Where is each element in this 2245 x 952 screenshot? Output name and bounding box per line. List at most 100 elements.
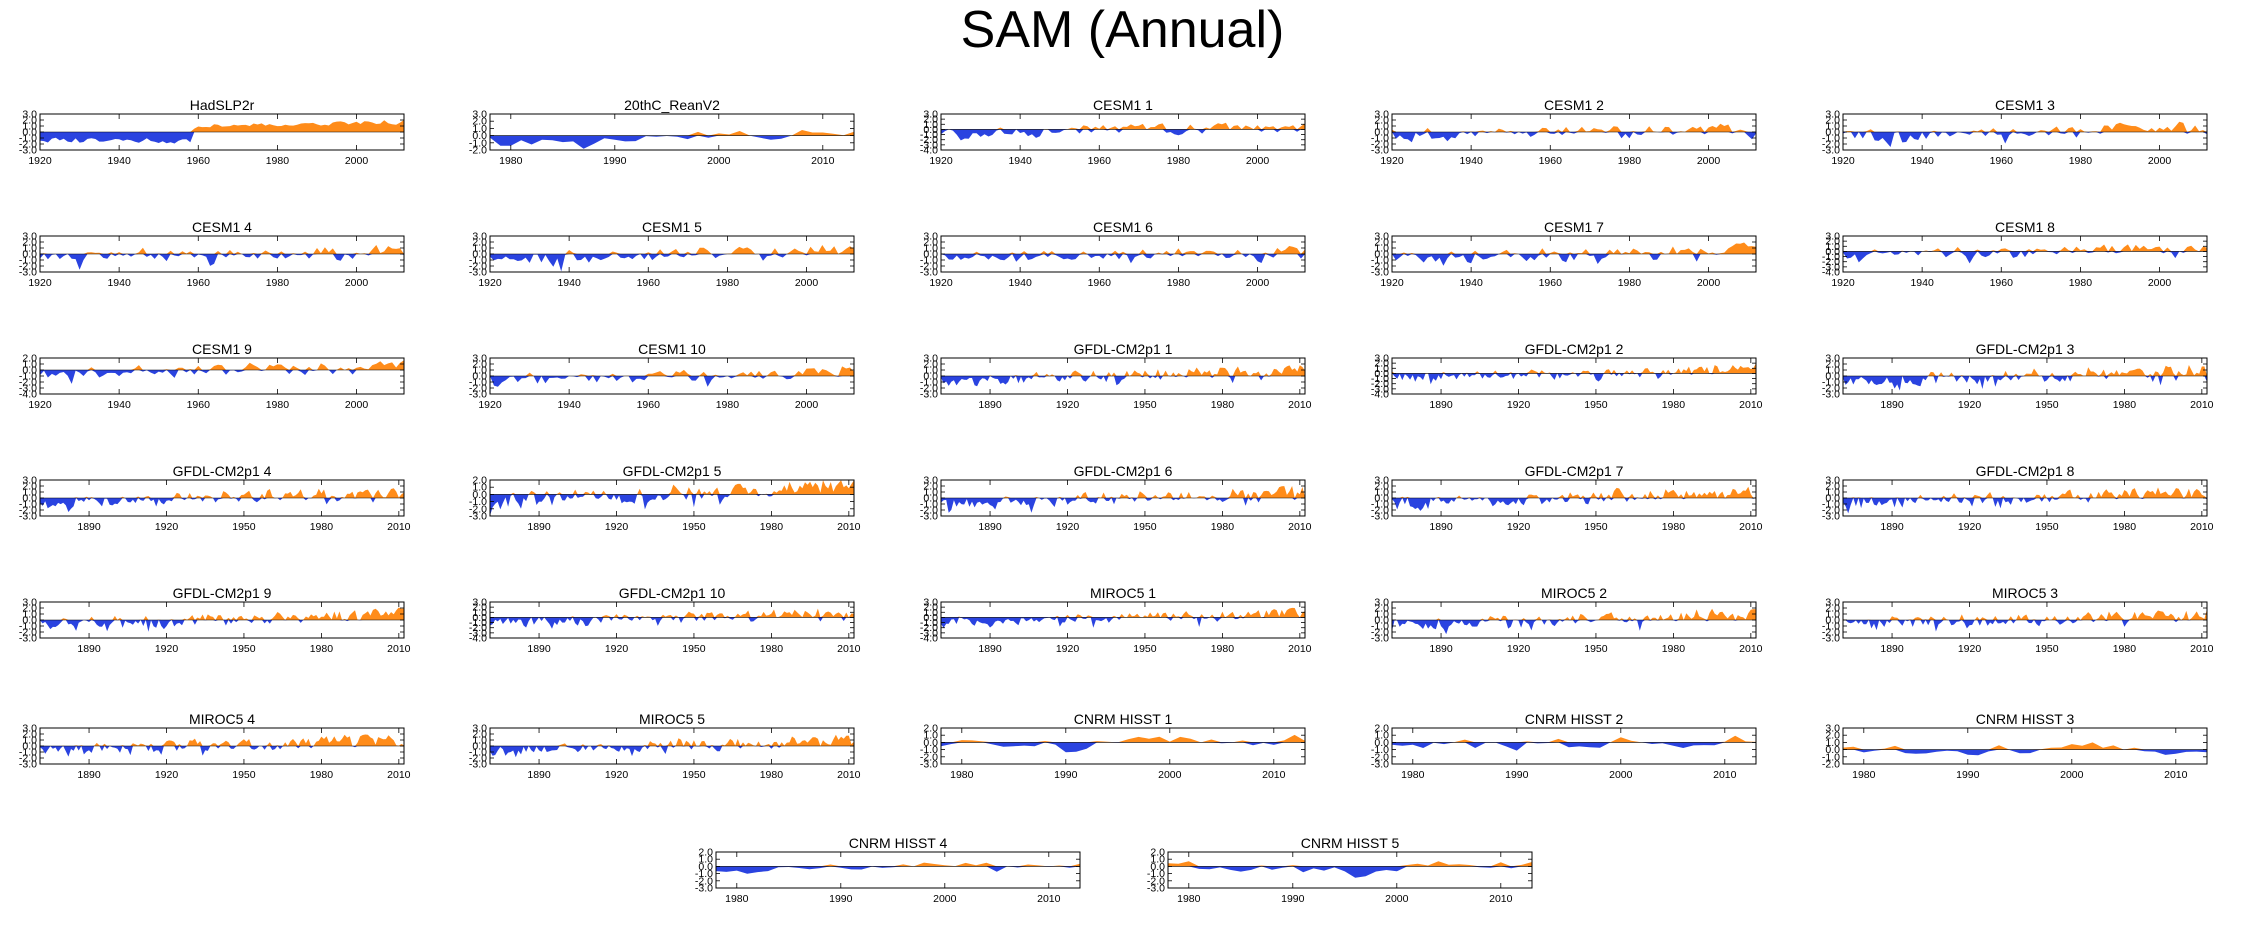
x-tick-label: 2010: [1288, 521, 1312, 533]
plot-frame: [1391, 357, 1757, 395]
positive-area: [490, 608, 854, 618]
y-tick-label: -1.0: [19, 499, 37, 511]
negative-area: [490, 617, 854, 629]
positive-area: [1843, 487, 2207, 498]
positive-area: [40, 488, 404, 498]
y-tick-label: 1.0: [472, 607, 487, 619]
y-tick-label: 1.0: [1825, 365, 1840, 377]
y-tick-label: 0.0: [1374, 493, 1389, 505]
y-tick-label: 1.0: [1825, 487, 1840, 499]
x-tick-label: 1920: [1380, 155, 1404, 167]
y-tick-label: -3.0: [1371, 511, 1389, 523]
positive-area: [1392, 242, 1756, 254]
x-tick-label: 1890: [1880, 399, 1904, 411]
negative-area: [1843, 498, 2207, 514]
y-tick-label: 0.0: [1374, 737, 1389, 749]
negative-area: [490, 494, 854, 516]
y-tick-label: 1.0: [1374, 363, 1389, 375]
y-tick-label: 0.0: [472, 130, 487, 142]
y-tick-label: 0.0: [1150, 861, 1165, 873]
x-tick-label: 1950: [682, 769, 706, 781]
y-tick-label: 3.0: [22, 723, 37, 735]
panel-title: CESM1 9: [192, 341, 252, 357]
panel-title: MIROC5 1: [1090, 585, 1156, 601]
panel-miroc5-1: MIROC5 1 3.02.01.00.0-1.0-2.0-3.0-4.0 1890…: [920, 585, 1312, 655]
x-tick-label: 1980: [716, 399, 740, 411]
y-tick-label: 0.0: [923, 371, 938, 383]
y-tick-label: -2.0: [695, 875, 713, 887]
plot-frame: [1167, 851, 1533, 889]
x-tick-label: 2010: [837, 769, 861, 781]
x-tick-label: 1980: [2113, 399, 2137, 411]
x-tick-label: 2010: [387, 521, 411, 533]
x-tick-label: 1960: [1539, 155, 1563, 167]
y-tick-label: -3.0: [1371, 383, 1389, 395]
negative-area: [40, 498, 404, 512]
y-tick-label: 3.0: [923, 231, 938, 243]
panel-title: CESM1 4: [192, 219, 252, 235]
x-tick-label: 1920: [1507, 399, 1531, 411]
y-tick-label: 0.0: [1374, 615, 1389, 627]
y-tick-label: -1.0: [920, 129, 938, 141]
y-tick-label: 0.0: [22, 127, 37, 139]
x-tick-label: 1920: [1507, 521, 1531, 533]
positive-area: [40, 360, 404, 370]
y-tick-label: 1.0: [923, 607, 938, 619]
y-tick-label: 3.0: [22, 475, 37, 487]
x-tick-label: 2000: [2148, 277, 2172, 289]
x-tick-label: 1890: [77, 769, 101, 781]
panel-gfdl-cm2p1-10: GFDL-CM2p1 10 3.02.01.00.0-1.0-2.0-3.0-4.…: [469, 585, 861, 655]
x-tick-label: 1940: [107, 155, 131, 167]
negative-area: [490, 135, 854, 149]
x-tick-label: 1980: [1211, 521, 1235, 533]
x-tick-label: 2010: [811, 155, 835, 167]
x-tick-label: 1980: [2069, 277, 2093, 289]
x-tick-label: 1960: [637, 399, 661, 411]
y-tick-label: 1.0: [923, 730, 938, 742]
y-tick-label: -1.0: [19, 747, 37, 759]
y-tick-label: 2.0: [22, 603, 37, 615]
x-tick-label: 2010: [2190, 643, 2214, 655]
y-tick-label: 0.0: [22, 493, 37, 505]
y-tick-label: -2.0: [19, 627, 37, 639]
panel-title: GFDL-CM2p1 4: [173, 463, 272, 479]
y-tick-label: 0.0: [1825, 127, 1840, 139]
x-tick-label: 1950: [232, 521, 256, 533]
x-tick-label: 1890: [527, 521, 551, 533]
x-tick-label: 1990: [603, 155, 627, 167]
y-tick-label: 1.0: [472, 123, 487, 135]
y-tick-label: 1.0: [1374, 730, 1389, 742]
x-tick-label: 1980: [1167, 155, 1191, 167]
x-tick-label: 1980: [1662, 643, 1686, 655]
y-tick-label: -2.0: [1371, 261, 1389, 273]
y-tick-label: -3.0: [1822, 145, 1840, 157]
panel-cnrm-hisst-2: CNRM HISST 2 2.01.00.0-1.0-2.0-3.0 1980 199…: [1371, 711, 1757, 781]
x-tick-label: 1960: [187, 399, 211, 411]
x-tick-label: 1940: [1008, 155, 1032, 167]
x-tick-label: 1920: [1507, 643, 1531, 655]
positive-area: [941, 734, 1305, 743]
plot-frame: [39, 357, 405, 395]
x-tick-label: 1980: [499, 155, 523, 167]
y-tick-label: 0.0: [472, 612, 487, 624]
panel-gfdl-cm2p1-3: GFDL-CM2p1 3 3.02.01.00.0-1.0-2.0-3.0 1890…: [1822, 341, 2214, 411]
y-tick-label: 1.0: [1374, 121, 1389, 133]
positive-area: [1843, 121, 2207, 132]
x-tick-label: 1890: [527, 643, 551, 655]
panel-title: MIROC5 5: [639, 711, 705, 727]
x-tick-label: 1980: [1401, 769, 1425, 781]
y-tick-label: -3.0: [920, 389, 938, 401]
y-tick-label: -2.0: [469, 503, 487, 515]
y-tick-label: 3.0: [22, 109, 37, 121]
x-tick-label: 1990: [1054, 769, 1078, 781]
x-tick-label: 1920: [1831, 155, 1855, 167]
x-tick-label: 2000: [795, 399, 819, 411]
x-tick-label: 1960: [1990, 277, 2014, 289]
y-tick-label: 1.0: [22, 609, 37, 621]
x-tick-label: 1890: [77, 521, 101, 533]
x-tick-label: 2000: [1246, 155, 1270, 167]
